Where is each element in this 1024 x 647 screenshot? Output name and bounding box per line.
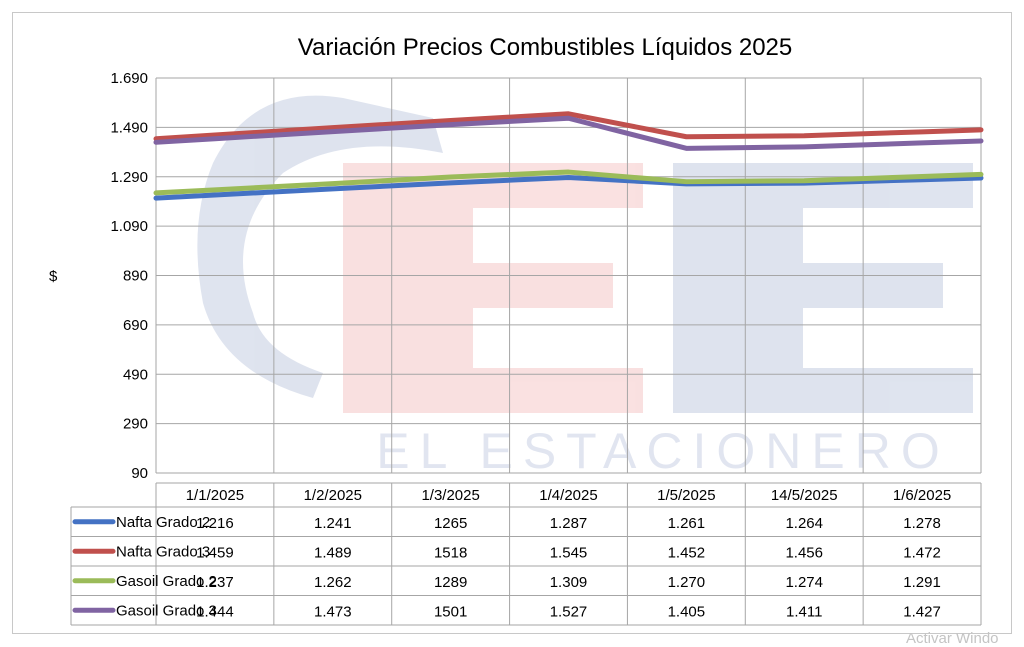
data-label: 1.473 — [314, 603, 352, 620]
data-label: 1265 — [434, 515, 467, 532]
legend-entry: Nafta Grado 2 — [116, 514, 210, 531]
y-axis-ticks: 1.690 1.490 1.290 1.090 890 690 490 290 90 — [110, 70, 148, 482]
data-label: 1.270 — [668, 574, 706, 591]
x-tick-label: 1/5/2025 — [657, 487, 715, 504]
data-label: 1501 — [434, 603, 467, 620]
data-label: 1.291 — [903, 574, 941, 591]
data-label: 1.309 — [550, 574, 588, 591]
data-table: 1/1/2025 1/2/2025 1/3/2025 1/4/2025 1/5/2025… — [70, 482, 982, 626]
data-label: 1.459 — [196, 544, 234, 561]
x-tick-label: 1/6/2025 — [893, 487, 951, 504]
y-axis-label: $ — [49, 268, 58, 285]
data-label: 1.411 — [786, 603, 822, 620]
y-tick-label: 1.090 — [110, 218, 148, 235]
y-tick-label: 490 — [123, 366, 148, 383]
data-label: 1.527 — [550, 603, 588, 620]
data-label: 1.489 — [314, 544, 352, 561]
data-label: 1.452 — [668, 544, 706, 561]
watermark-text: EL ESTACIONERO — [376, 423, 949, 479]
gridlines — [155, 77, 982, 474]
data-label: 1.216 — [196, 515, 234, 532]
y-tick-label: 1.290 — [110, 169, 148, 186]
data-label: 1.274 — [785, 574, 823, 591]
data-label: 1.427 — [903, 603, 941, 620]
chart-frame: EL ESTACIONERO 1.690 1.490 1.290 1.090 890 69… — [12, 12, 1012, 634]
series-lines — [153, 111, 984, 201]
data-label: 1.287 — [550, 515, 588, 532]
x-tick-label: 1/4/2025 — [539, 487, 597, 504]
data-label: 1.472 — [903, 544, 941, 561]
data-label: 1.241 — [314, 515, 352, 532]
data-label: 1.262 — [314, 574, 352, 591]
data-label: 1518 — [434, 544, 467, 561]
data-label: 1.278 — [903, 515, 941, 532]
data-label: 1.545 — [550, 544, 588, 561]
data-label: 1.456 — [785, 544, 823, 561]
watermark-logo — [197, 95, 973, 413]
data-label: 1.405 — [668, 603, 706, 620]
chart-title: Variación Precios Combustibles Líquidos … — [298, 34, 793, 61]
legend-entry: Nafta Grado 3 — [116, 543, 210, 560]
x-tick-label: 1/2/2025 — [304, 487, 362, 504]
legend-entry: Gasoil Grado 2 — [116, 573, 217, 590]
data-label: 1289 — [434, 574, 467, 591]
legend-entry: Gasoil Grado 3 — [116, 602, 217, 619]
x-tick-label: 1/1/2025 — [186, 487, 244, 504]
y-tick-label: 1.690 — [110, 70, 148, 87]
y-tick-label: 290 — [123, 416, 148, 433]
data-label: 1.444 — [196, 603, 234, 620]
data-label: 1.261 — [668, 515, 706, 532]
chart-canvas: EL ESTACIONERO 1.690 1.490 1.290 1.090 890 69… — [49, 34, 984, 626]
x-tick-label: 1/3/2025 — [421, 487, 479, 504]
y-tick-label: 1.490 — [110, 119, 148, 136]
data-label: 1.237 — [196, 574, 234, 591]
y-tick-label: 890 — [123, 268, 148, 285]
windows-activation-notice: Activar Windo — [906, 630, 999, 647]
y-tick-label: 690 — [123, 317, 148, 334]
x-tick-label: 14/5/2025 — [771, 487, 838, 504]
data-label: 1.264 — [785, 515, 823, 532]
y-tick-label: 90 — [131, 465, 148, 482]
